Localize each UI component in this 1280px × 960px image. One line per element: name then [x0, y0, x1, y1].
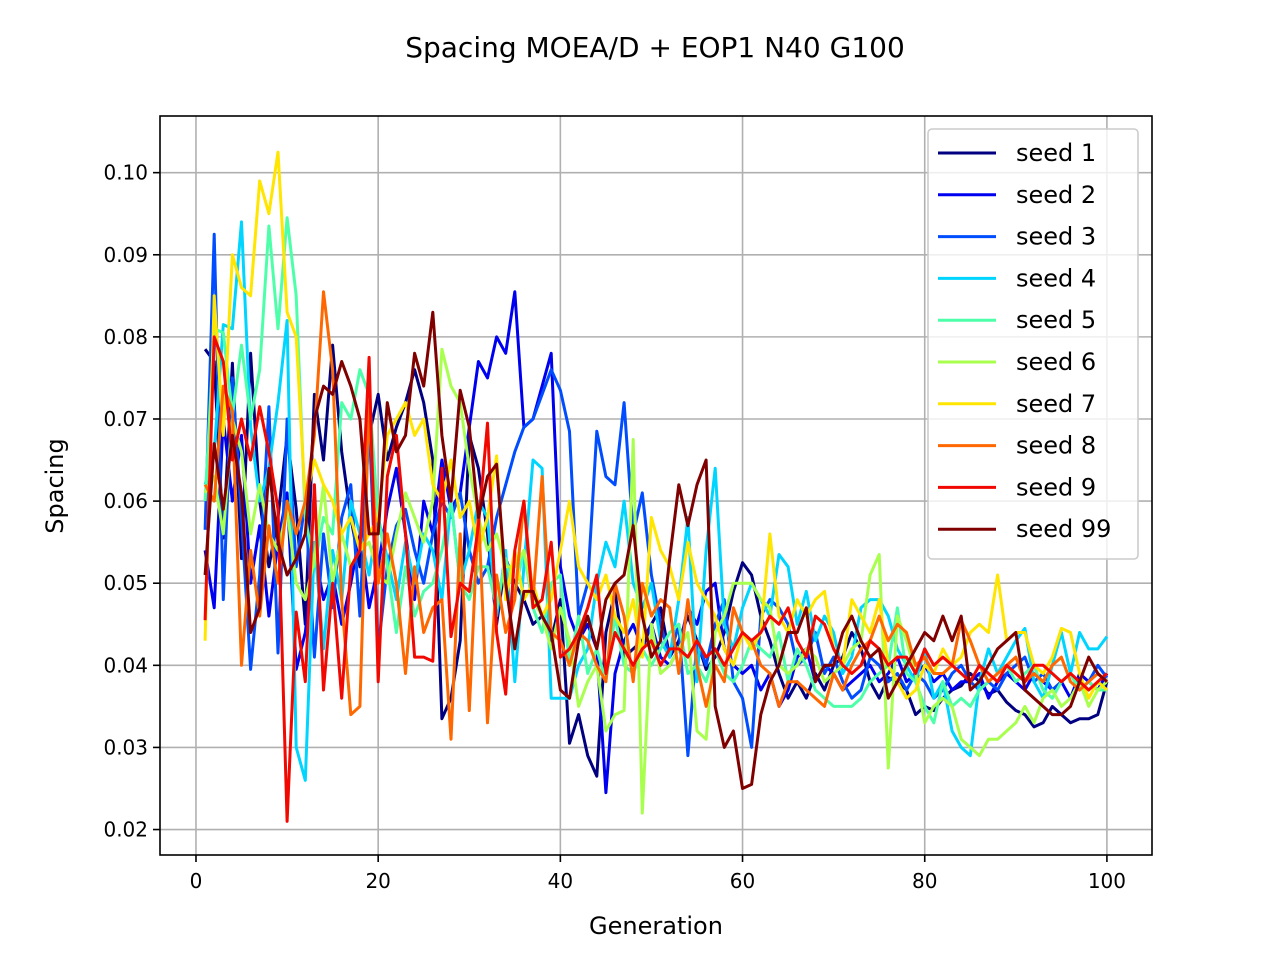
series-line-4: [203, 220, 1109, 782]
x-axis: 0 20 40 60 80 100: [190, 855, 1126, 893]
y-tick-label: 0.07: [103, 407, 148, 431]
x-tick-label: 60: [730, 869, 755, 893]
y-tick-label: 0.09: [103, 243, 148, 267]
series-line-10: [203, 310, 1108, 790]
y-tick-label: 0.03: [103, 735, 148, 759]
y-tick-label: 0.05: [103, 571, 148, 595]
y-axis-label: Spacing: [41, 438, 69, 533]
series-line-7: [203, 150, 1108, 700]
y-tick-label: 0.06: [103, 489, 148, 513]
x-axis-label: Generation: [589, 912, 723, 940]
y-tick-label: 0.08: [103, 325, 148, 349]
legend-label: seed 3: [1016, 223, 1096, 251]
legend-label: seed 4: [1016, 264, 1096, 292]
legend-label: seed 5: [1016, 306, 1096, 334]
series-line-9: [203, 335, 1108, 823]
y-tick-label: 0.02: [103, 818, 148, 842]
chart-title: Spacing MOEA/D + EOP1 N40 G100: [405, 31, 905, 64]
plot-frame: [159, 115, 1153, 856]
x-tick-label: 100: [1088, 869, 1126, 893]
x-tick-label: 0: [190, 869, 203, 893]
legend-label: seed 1: [1016, 139, 1096, 167]
legend-label: seed 9: [1016, 473, 1096, 501]
series-line-8: [203, 290, 1108, 741]
legend-label: seed 2: [1016, 181, 1096, 209]
legend-label: seed 6: [1016, 348, 1096, 376]
y-tick-label: 0.10: [103, 161, 148, 185]
series-lines: [203, 150, 1109, 823]
x-tick-label: 80: [912, 869, 937, 893]
y-axis: 0.02 0.03 0.04 0.05 0.06 0.07 0.08 0.09 0.10: [103, 161, 160, 842]
x-tick-label: 20: [365, 869, 390, 893]
legend: seed 1 seed 2 seed 3 seed 4 seed 5 seed 6 seed…: [927, 128, 1139, 560]
legend-label: seed 7: [1016, 390, 1096, 418]
x-tick-label: 40: [548, 869, 573, 893]
legend-label: seed 8: [1016, 432, 1096, 460]
legend-label: seed 99: [1016, 515, 1111, 543]
y-tick-label: 0.04: [103, 653, 148, 677]
